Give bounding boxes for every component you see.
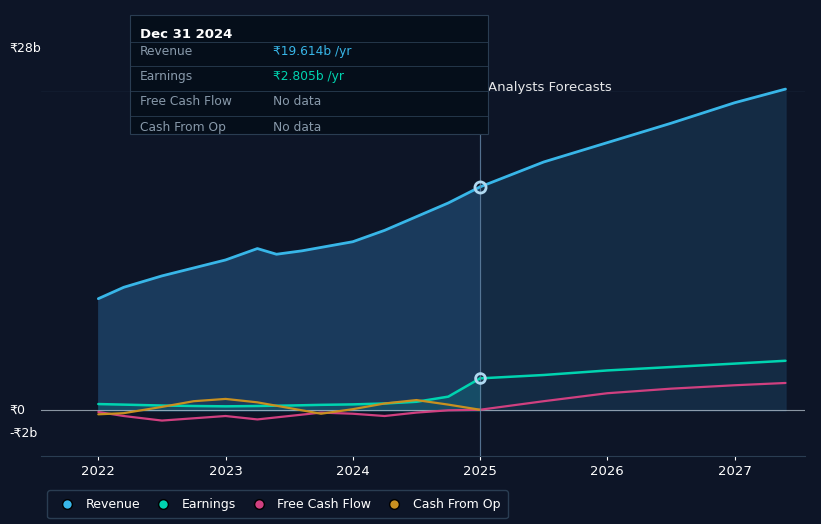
Text: Free Cash Flow: Free Cash Flow: [140, 95, 232, 108]
Text: ₹0: ₹0: [9, 404, 25, 417]
Text: No data: No data: [273, 121, 322, 134]
Text: No data: No data: [273, 95, 322, 108]
Text: -₹2b: -₹2b: [9, 427, 37, 440]
Text: Revenue: Revenue: [140, 45, 193, 58]
Legend: Revenue, Earnings, Free Cash Flow, Cash From Op: Revenue, Earnings, Free Cash Flow, Cash …: [48, 490, 507, 518]
Text: Cash From Op: Cash From Op: [140, 121, 226, 134]
Text: Earnings: Earnings: [140, 70, 193, 83]
Text: Dec 31 2024: Dec 31 2024: [140, 28, 232, 41]
Text: Past: Past: [445, 81, 472, 94]
Text: Analysts Forecasts: Analysts Forecasts: [488, 81, 612, 94]
Text: ₹28b: ₹28b: [9, 42, 41, 55]
Text: ₹19.614b /yr: ₹19.614b /yr: [273, 45, 352, 58]
Text: ₹2.805b /yr: ₹2.805b /yr: [273, 70, 344, 83]
